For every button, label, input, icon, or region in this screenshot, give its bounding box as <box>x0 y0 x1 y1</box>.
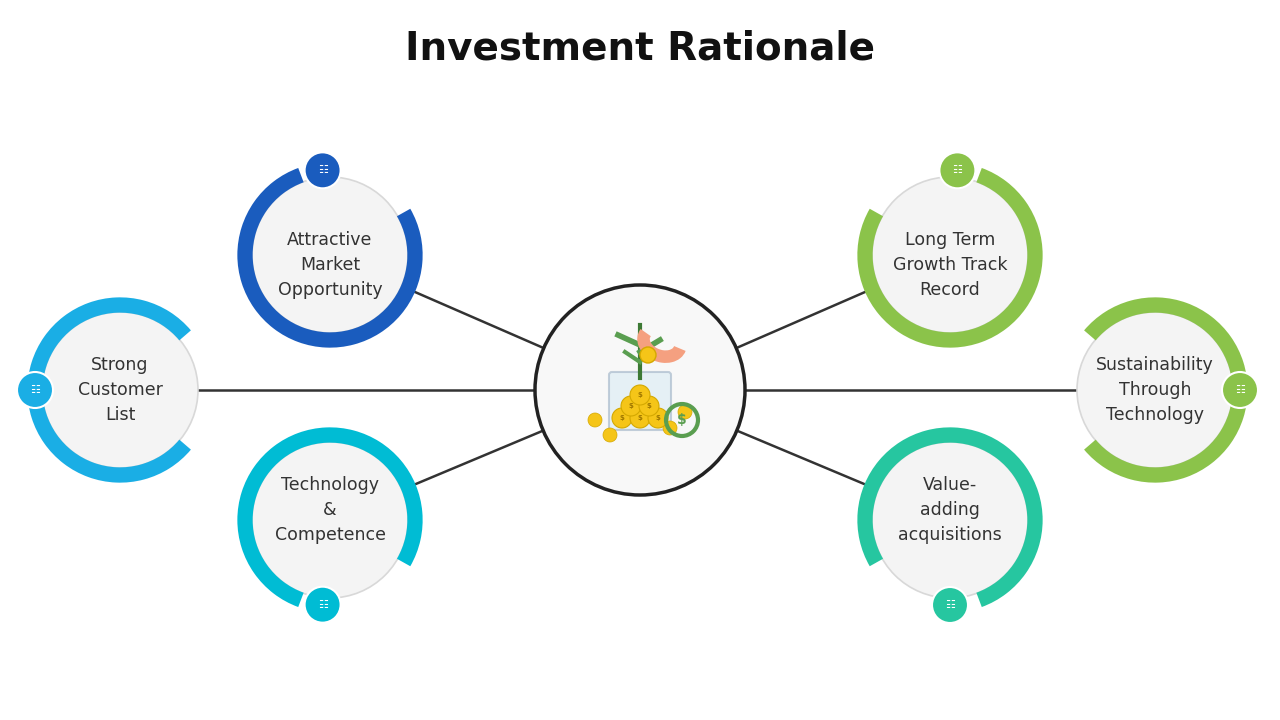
Circle shape <box>612 408 632 428</box>
Text: $: $ <box>637 392 643 398</box>
Circle shape <box>872 442 1028 598</box>
Circle shape <box>940 153 975 189</box>
Text: ☷: ☷ <box>317 600 328 610</box>
Circle shape <box>603 428 617 442</box>
Circle shape <box>252 442 408 598</box>
Circle shape <box>42 312 198 468</box>
Circle shape <box>630 408 650 428</box>
Circle shape <box>663 421 677 435</box>
Text: $: $ <box>677 413 687 427</box>
Text: ☷: ☷ <box>945 600 955 610</box>
Circle shape <box>678 405 692 419</box>
Circle shape <box>872 177 1028 333</box>
Circle shape <box>305 587 340 623</box>
Text: Long Term
Growth Track
Record: Long Term Growth Track Record <box>892 231 1007 299</box>
Circle shape <box>630 385 650 405</box>
Text: Attractive
Market
Opportunity: Attractive Market Opportunity <box>278 231 383 299</box>
Text: ☷: ☷ <box>952 166 963 176</box>
Text: ☷: ☷ <box>1235 385 1245 395</box>
Text: Value-
adding
acquisitions: Value- adding acquisitions <box>899 476 1002 544</box>
Text: Strong
Customer
List: Strong Customer List <box>78 356 163 424</box>
Circle shape <box>1076 312 1233 468</box>
Text: $: $ <box>655 415 660 421</box>
Circle shape <box>252 177 408 333</box>
Text: Sustainability
Through
Technology: Sustainability Through Technology <box>1096 356 1213 424</box>
Text: $: $ <box>628 403 634 409</box>
Circle shape <box>17 372 52 408</box>
Circle shape <box>1222 372 1258 408</box>
Text: Investment Rationale: Investment Rationale <box>404 29 876 67</box>
FancyBboxPatch shape <box>609 372 671 430</box>
Text: $: $ <box>646 403 652 409</box>
Text: ☷: ☷ <box>29 385 40 395</box>
Circle shape <box>588 413 602 427</box>
Circle shape <box>639 396 659 416</box>
Circle shape <box>640 347 657 363</box>
Circle shape <box>535 285 745 495</box>
Circle shape <box>621 396 641 416</box>
Text: ☷: ☷ <box>317 166 328 176</box>
Circle shape <box>648 408 668 428</box>
Text: $: $ <box>620 415 625 421</box>
Text: Technology
&
Competence: Technology & Competence <box>274 476 385 544</box>
Text: $: $ <box>637 415 643 421</box>
Circle shape <box>305 153 340 189</box>
Circle shape <box>932 587 968 623</box>
